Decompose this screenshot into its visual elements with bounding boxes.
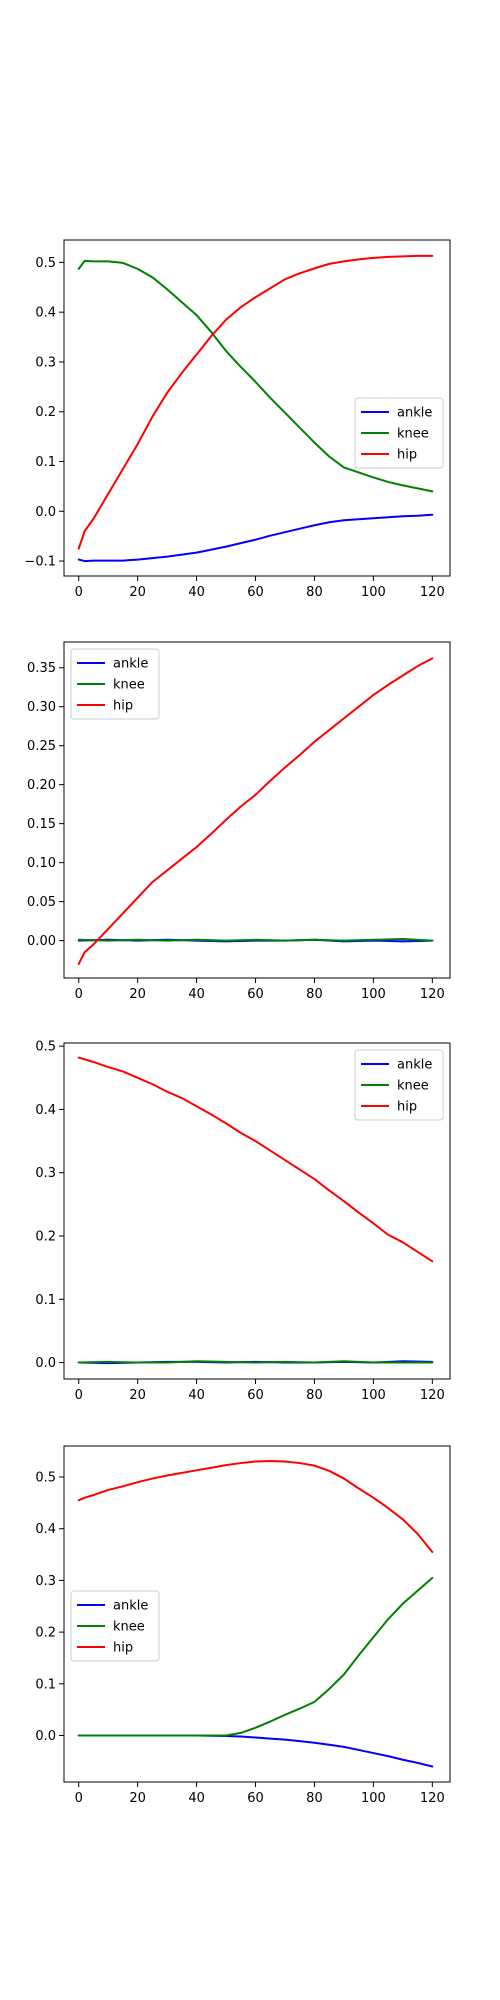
y-tick-label: −0.1 — [24, 555, 56, 570]
y-tick-label: 0.2 — [35, 1626, 56, 1641]
y-tick-label: 0.0 — [35, 505, 56, 520]
legend-label-knee: knee — [113, 1620, 145, 1635]
series-line-hip — [77, 1459, 434, 1553]
chart-panel-4: 0 20 40 60 80 100 120 0.0 0.1 0.2 0.3 0.4 0.5 ankle kn… — [35, 1445, 451, 1806]
y-tick-label: 0.3 — [35, 1574, 56, 1589]
x-tick-label: 120 — [420, 1388, 445, 1403]
y-tick-label: 0.30 — [27, 700, 56, 715]
y-tick-label: 0.1 — [35, 1293, 56, 1308]
legend-box — [70, 1590, 160, 1662]
x-tick-label: 20 — [129, 1791, 146, 1806]
y-tick-label: 0.4 — [35, 1103, 56, 1118]
y-tick-label: 0.25 — [27, 739, 56, 754]
x-tick-label: 20 — [129, 585, 146, 600]
x-tick-label: 60 — [247, 987, 264, 1002]
y-tick-label: 0.5 — [35, 256, 56, 271]
y-tick-label: 0.0 — [35, 1356, 56, 1371]
axes-frame — [63, 1445, 451, 1783]
legend-label-knee: knee — [397, 1079, 429, 1094]
x-tick-label: 60 — [247, 1388, 264, 1403]
y-tick-label: 0.15 — [27, 817, 56, 832]
x-tick-label: 60 — [247, 585, 264, 600]
legend-label-knee: knee — [113, 678, 145, 693]
y-tick-label: 0.1 — [35, 455, 56, 470]
y-tick-label: 0.4 — [35, 306, 56, 321]
y-tick-label: 0.2 — [35, 405, 56, 420]
legend-label-ankle: ankle — [397, 1058, 432, 1073]
y-tick-label: 0.35 — [27, 661, 56, 676]
axes-frame — [63, 239, 451, 577]
axes-frame — [63, 641, 451, 979]
y-tick-label: 0.20 — [27, 778, 56, 793]
y-tick-label: 0.1 — [35, 1677, 56, 1692]
y-tick-label: 0.10 — [27, 856, 56, 871]
x-tick-label: 100 — [361, 1791, 386, 1806]
x-tick-label: 0 — [75, 585, 83, 600]
x-tick-label: 0 — [75, 1388, 83, 1403]
x-tick-label: 120 — [420, 987, 445, 1002]
legend-box — [354, 397, 444, 469]
x-tick-label: 60 — [247, 1791, 264, 1806]
y-tick-label: 0.3 — [35, 355, 56, 370]
chart-panel-3: 0 20 40 60 80 100 120 0.0 0.1 0.2 0.3 0.4 0.5 ankle kn… — [35, 1040, 451, 1403]
x-tick-label: 40 — [188, 987, 205, 1002]
series-line-ankle — [77, 1734, 434, 1768]
y-tick-label: 0.5 — [35, 1040, 56, 1055]
y-tick-label: 0.2 — [35, 1229, 56, 1244]
legend-box — [70, 648, 160, 720]
x-tick-label: 20 — [129, 987, 146, 1002]
series-line-knee — [77, 938, 434, 942]
x-tick-label: 0 — [75, 987, 83, 1002]
x-tick-label: 80 — [306, 987, 323, 1002]
x-tick-label: 100 — [361, 1388, 386, 1403]
x-tick-label: 100 — [361, 987, 386, 1002]
legend-label-ankle: ankle — [113, 1599, 148, 1614]
x-tick-label: 120 — [420, 1791, 445, 1806]
x-tick-label: 40 — [188, 585, 205, 600]
legend: ankle knee hip — [354, 1049, 444, 1121]
legend: ankle knee hip — [354, 397, 444, 469]
x-tick-label: 80 — [306, 1791, 323, 1806]
x-tick-label: 80 — [306, 1388, 323, 1403]
legend: ankle knee hip — [70, 1590, 160, 1662]
legend-label-hip: hip — [113, 699, 133, 714]
x-tick-label: 20 — [129, 1388, 146, 1403]
legend-label-hip: hip — [397, 1100, 417, 1115]
x-tick-label: 80 — [306, 585, 323, 600]
series-line-hip — [77, 254, 434, 550]
y-tick-label: 0.05 — [27, 895, 56, 910]
y-tick-label: 0.5 — [35, 1471, 56, 1486]
x-tick-label: 100 — [361, 585, 386, 600]
y-tick-label: 0.4 — [35, 1522, 56, 1537]
y-tick-label: 0.0 — [35, 1729, 56, 1744]
series-line-knee — [77, 259, 434, 493]
legend-label-ankle: ankle — [113, 657, 148, 672]
legend-label-ankle: ankle — [397, 406, 432, 421]
legend: ankle knee hip — [70, 648, 160, 720]
legend-label-hip: hip — [113, 1641, 133, 1656]
legend-label-hip: hip — [397, 448, 417, 463]
y-tick-label: 0.00 — [27, 934, 56, 949]
x-tick-label: 0 — [75, 1791, 83, 1806]
x-tick-label: 40 — [188, 1388, 205, 1403]
series-line-ankle — [77, 513, 434, 563]
x-tick-label: 40 — [188, 1791, 205, 1806]
legend-label-knee: knee — [397, 427, 429, 442]
series-line-knee — [77, 1360, 434, 1364]
chart-panel-1: 0 20 40 60 80 100 120 −0.1 0.0 0.1 0.2 0.3 0.4 0.5 ank… — [24, 239, 451, 600]
legend-box — [354, 1049, 444, 1121]
series-line-hip — [77, 1056, 434, 1263]
axes-frame — [63, 1042, 451, 1380]
chart-panel-2: 0 20 40 60 80 100 120 0.00 0.05 0.10 0.15 0.20 0.25 0… — [27, 641, 451, 1002]
x-tick-label: 120 — [420, 585, 445, 600]
series-line-knee — [77, 1576, 434, 1737]
y-tick-label: 0.3 — [35, 1166, 56, 1181]
series-line-hip — [77, 657, 434, 965]
